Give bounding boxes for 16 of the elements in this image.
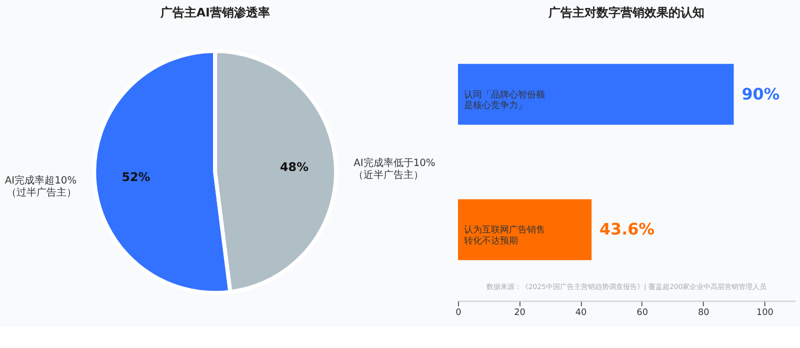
category-label: 认为互联网广告销售转化不达预期 xyxy=(464,226,545,247)
slice-label: AI完成率超10% （过半广告主） xyxy=(4,174,77,199)
x-tick-label: 40 xyxy=(575,308,588,318)
x-tick-label: 60 xyxy=(636,308,648,318)
data-label: 90% xyxy=(742,84,780,104)
chart-title: 广告主AI营销渗透率 xyxy=(159,5,270,20)
x-tick-label: 20 xyxy=(514,308,526,318)
data-label: 48% xyxy=(280,160,309,174)
x-tick-label: 100 xyxy=(756,308,774,318)
category-label: 认同「品牌心智份额是核心竞争力」 xyxy=(464,90,545,112)
data-label: 43.6% xyxy=(600,220,655,239)
x-tick-label: 80 xyxy=(698,308,710,318)
slice-label: AI完成率低于10% （近半广告主） xyxy=(354,157,436,182)
chart-title: 广告主对数字营销效果的认知 xyxy=(548,5,705,20)
data-label: 52% xyxy=(122,170,150,184)
x-tick-label: 0 xyxy=(456,308,462,318)
